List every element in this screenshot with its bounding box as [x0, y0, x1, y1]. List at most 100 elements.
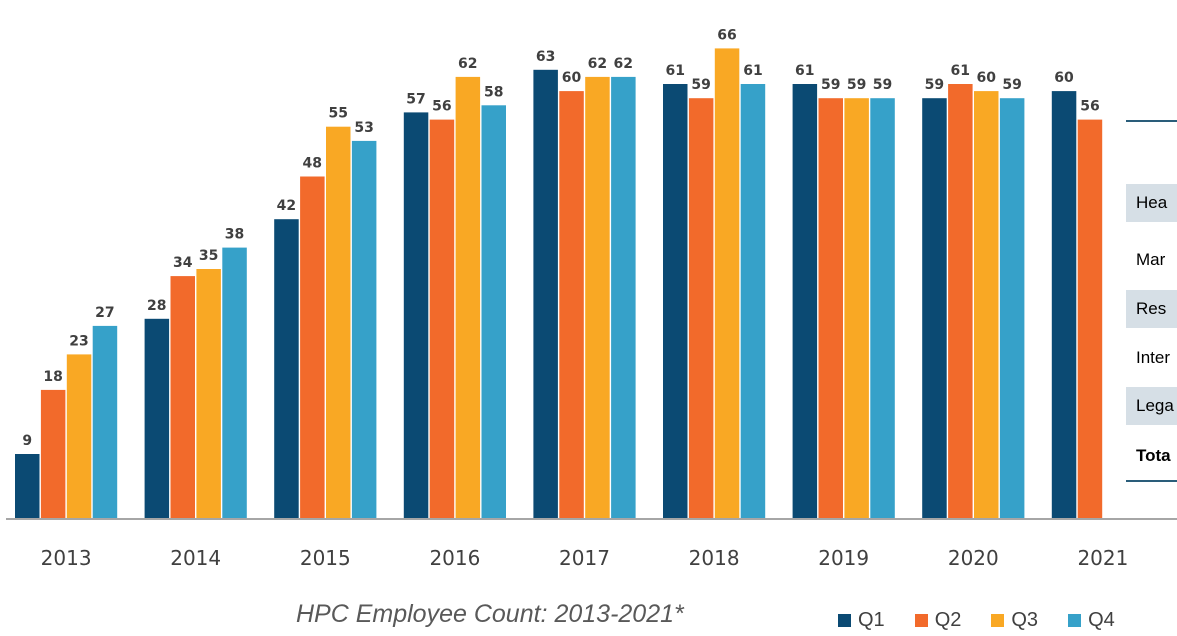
- legend-item-q3: Q3: [991, 609, 1038, 632]
- bar-2016-q3: [455, 76, 481, 519]
- bar-2014-q4: [222, 247, 247, 518]
- legend-label-q4: Q4: [1088, 609, 1115, 631]
- data-label-2015-q4: 53: [354, 120, 373, 136]
- data-label-2021-q1: 60: [1054, 70, 1074, 86]
- x-tick-label-2021: 2021: [1077, 546, 1128, 570]
- bar-2013-q3: [66, 354, 92, 518]
- bar-2013-q4: [92, 325, 118, 518]
- data-label-2016-q3: 62: [458, 56, 477, 72]
- bar-2014-q3: [196, 269, 221, 518]
- data-label-2014-q1: 28: [147, 298, 166, 314]
- legend-swatch-q4: [1068, 614, 1082, 627]
- x-tick-label-2015: 2015: [300, 546, 351, 570]
- bar-2015-q4: [351, 140, 377, 518]
- bar-2017-q4: [611, 76, 636, 519]
- bars-group: [15, 48, 1103, 519]
- side-table-row: Lega: [1126, 387, 1177, 425]
- side-table-row: Hea: [1126, 184, 1177, 222]
- bar-2015-q3: [326, 126, 351, 518]
- legend-swatch-q2: [914, 614, 928, 627]
- bar-2015-q2: [300, 176, 325, 518]
- bar-2019-q1: [792, 84, 818, 518]
- legend-swatch-q3: [991, 614, 1005, 627]
- x-tick-label-2020: 2020: [948, 546, 999, 570]
- bar-2018-q3: [714, 48, 740, 519]
- data-label-2016-q1: 57: [406, 91, 425, 107]
- data-label-2014-q4: 38: [225, 227, 244, 243]
- data-label-2020-q1: 59: [925, 77, 944, 93]
- data-label-2019-q1: 61: [795, 63, 814, 79]
- bar-2017-q2: [559, 91, 584, 518]
- data-label-2017-q2: 60: [562, 70, 582, 86]
- data-label-2015-q1: 42: [277, 198, 296, 214]
- data-label-2013-q1: 9: [22, 433, 32, 449]
- side-table-row: Mar: [1136, 250, 1166, 269]
- bar-2019-q2: [818, 98, 843, 518]
- bar-2014-q1: [144, 318, 170, 518]
- x-tick-label-2019: 2019: [818, 546, 869, 570]
- bar-2021-q2: [1077, 119, 1103, 518]
- bar-2013-q2: [40, 389, 66, 518]
- bar-2018-q1: [663, 84, 688, 518]
- side-table-row: Res: [1126, 290, 1177, 328]
- bar-2021-q1: [1051, 91, 1077, 518]
- legend: Q1 Q2 Q3 Q4: [838, 609, 1145, 632]
- x-tick-label-2014: 2014: [170, 546, 221, 570]
- data-label-2017-q4: 62: [614, 56, 633, 72]
- data-label-2013-q3: 23: [69, 333, 88, 349]
- data-label-2019-q3: 59: [847, 77, 866, 93]
- data-label-2020-q3: 60: [976, 70, 996, 86]
- bar-2016-q2: [429, 119, 455, 518]
- data-label-2019-q2: 59: [821, 77, 840, 93]
- data-label-2020-q4: 59: [1002, 77, 1021, 93]
- data-label-2018-q4: 61: [743, 63, 762, 79]
- legend-label-q3: Q3: [1011, 609, 1039, 631]
- data-label-2013-q4: 27: [95, 305, 114, 321]
- data-label-2018-q3: 66: [717, 27, 736, 43]
- bar-2016-q1: [403, 112, 429, 519]
- side-table: Hea Mar Res Inter Lega Tota: [1126, 120, 1177, 482]
- data-label-2020-q2: 61: [951, 63, 970, 79]
- data-label-2016-q2: 56: [432, 99, 451, 115]
- bar-2019-q4: [870, 98, 895, 518]
- data-label-2013-q2: 18: [43, 369, 62, 385]
- data-label-2018-q2: 59: [691, 77, 710, 93]
- legend-swatch-q1: [838, 614, 851, 627]
- bar-2020-q1: [922, 98, 947, 518]
- data-label-2018-q1: 61: [666, 63, 685, 79]
- data-label-2015-q2: 48: [303, 156, 322, 172]
- x-tick-label-2013: 2013: [41, 546, 92, 570]
- chart-title: HPC Employee Count: 2013-2021*: [296, 600, 684, 628]
- side-table-row: Inter: [1136, 348, 1171, 367]
- bar-2017-q3: [585, 76, 610, 519]
- data-labels-group: 9 18 23 27 28 34 35 38 42 48 55 53 57 56 62 58 63 60 62 62 6…: [22, 27, 1099, 449]
- side-table-row: Tota: [1136, 446, 1171, 465]
- data-label-2019-q4: 59: [873, 77, 892, 93]
- bar-2018-q2: [688, 98, 714, 518]
- bar-2014-q2: [170, 276, 195, 518]
- bar-2020-q4: [999, 98, 1025, 518]
- legend-item-q4: Q4: [1068, 609, 1115, 632]
- data-label-2017-q3: 62: [588, 56, 607, 72]
- bar-2016-q4: [481, 105, 506, 519]
- bar-2020-q2: [948, 84, 973, 518]
- bar-2013-q1: [15, 454, 40, 518]
- legend-item-q2: Q2: [914, 609, 962, 632]
- data-label-2017-q1: 63: [536, 49, 555, 65]
- bar-2015-q1: [274, 219, 299, 518]
- bar-2020-q3: [974, 91, 999, 518]
- x-tick-label-2018: 2018: [689, 546, 740, 570]
- data-label-2021-q2: 56: [1080, 99, 1099, 115]
- legend-label-q2: Q2: [934, 609, 962, 631]
- data-label-2014-q2: 34: [173, 255, 193, 271]
- x-tick-label-2016: 2016: [429, 546, 480, 570]
- data-label-2015-q3: 55: [329, 106, 348, 122]
- legend-item-q1: Q1: [838, 609, 885, 632]
- legend-label-q1: Q1: [858, 609, 885, 631]
- data-label-2014-q3: 35: [199, 248, 218, 264]
- bar-2018-q4: [740, 84, 766, 518]
- x-axis-tick-labels: 2013 2014 2015 2016 2017 2018 2019 2020 2021: [41, 546, 1129, 570]
- x-tick-label-2017: 2017: [559, 546, 610, 570]
- bar-2017-q1: [533, 69, 558, 519]
